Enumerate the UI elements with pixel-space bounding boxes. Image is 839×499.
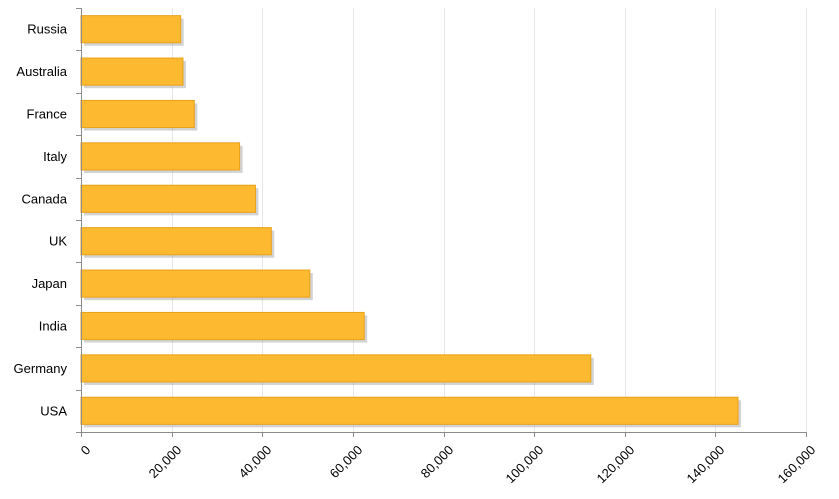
x-tick-label-8: 160,000 — [775, 442, 819, 486]
x-tick-label-0: 0 — [78, 442, 94, 458]
x-tick-label-1: 20,000 — [146, 442, 185, 481]
category-label-canada: Canada — [21, 191, 67, 206]
bar-italy — [80, 142, 241, 171]
category-label-russia: Russia — [27, 22, 68, 37]
bar-usa — [80, 396, 739, 425]
bar-uk — [80, 227, 272, 256]
bar-france — [80, 99, 195, 129]
category-label-india: India — [39, 319, 68, 334]
x-tick-label-2: 40,000 — [236, 442, 275, 481]
bars — [80, 15, 742, 428]
bar-germany — [80, 354, 592, 383]
x-tick-label-5: 100,000 — [503, 442, 547, 486]
category-label-germany: Germany — [14, 361, 68, 376]
category-label-uk: UK — [49, 234, 67, 249]
category-label-usa: USA — [40, 403, 67, 418]
x-tick-label-4: 80,000 — [418, 442, 457, 481]
x-tick-label-7: 140,000 — [684, 442, 728, 486]
bar-australia — [80, 57, 184, 86]
x-tick-label-3: 60,000 — [327, 442, 366, 481]
bar-japan — [80, 269, 311, 298]
category-label-france: France — [27, 107, 67, 122]
x-tick-label-6: 120,000 — [594, 442, 638, 486]
grid-lines — [172, 8, 807, 432]
axes — [76, 8, 807, 437]
category-label-australia: Australia — [16, 64, 67, 79]
bar-canada — [80, 184, 256, 213]
bar-russia — [80, 15, 182, 44]
category-label-japan: Japan — [32, 276, 67, 291]
bar-india — [80, 311, 365, 341]
category-label-italy: Italy — [43, 149, 67, 164]
